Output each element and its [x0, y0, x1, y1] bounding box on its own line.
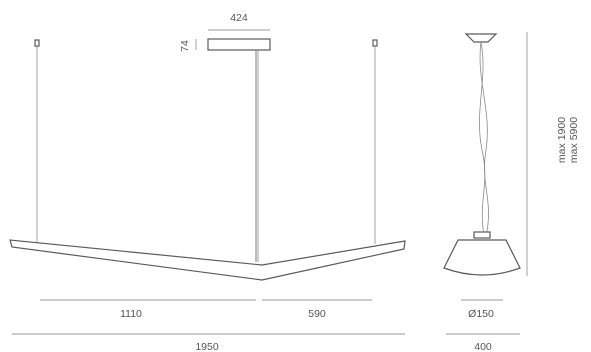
ceiling-rose — [464, 33, 498, 43]
top-height-label: 74 — [179, 40, 191, 52]
side-cable-1 — [479, 41, 489, 237]
right-wire-anchor — [372, 39, 378, 47]
height-min-label: max 1900 — [556, 117, 568, 163]
segment-right-label: 590 — [308, 308, 326, 320]
shade-cap — [473, 231, 491, 239]
side-cable-2 — [479, 41, 486, 237]
total-width-label: 1950 — [195, 341, 219, 352]
shade-width-label: 400 — [474, 341, 492, 352]
luminaire-body — [9, 239, 406, 281]
segment-left-label: 1110 — [120, 308, 142, 320]
conical-shade — [443, 239, 521, 276]
side-view: max 1900 max 5900 Ø150 400 — [443, 32, 580, 352]
ceiling-canopy — [207, 38, 271, 51]
top-width-label: 424 — [230, 12, 248, 24]
front-view: 424 74 1110 590 1950 — [9, 12, 406, 352]
height-max-label: max 5900 — [568, 117, 580, 163]
left-wire-anchor — [34, 39, 40, 47]
canopy-diameter-label: Ø150 — [468, 308, 494, 320]
